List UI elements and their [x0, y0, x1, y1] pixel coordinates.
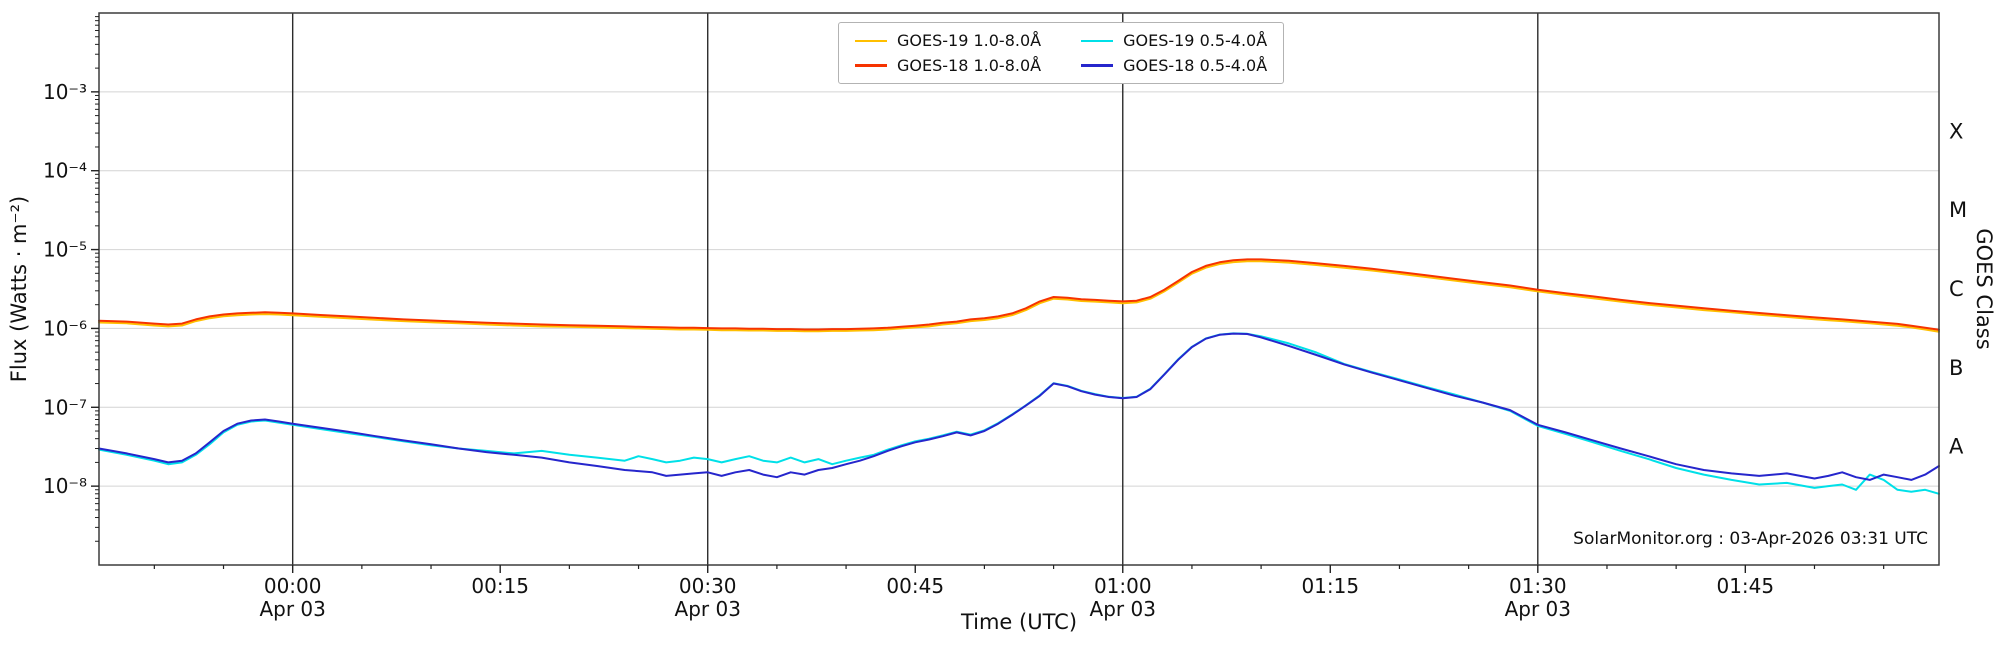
svg-text:Apr 03: Apr 03 [259, 597, 325, 621]
svg-text:Apr 03: Apr 03 [1090, 597, 1156, 621]
svg-text:B: B [1949, 356, 1963, 380]
svg-text:10⁻⁸: 10⁻⁸ [43, 474, 87, 498]
svg-text:10⁻⁶: 10⁻⁶ [43, 316, 87, 340]
legend-item: GOES-18 0.5-4.0Å [1081, 55, 1268, 75]
legend-line-swatch [1081, 64, 1114, 67]
legend-line-swatch [855, 64, 887, 67]
legend-label: GOES-18 1.0-8.0Å [897, 55, 1042, 75]
svg-text:01:00: 01:00 [1094, 574, 1152, 598]
svg-text:00:45: 00:45 [886, 574, 944, 598]
svg-text:Flux (Watts · m⁻²): Flux (Watts · m⁻²) [7, 196, 31, 382]
chart-legend: GOES-19 1.0-8.0Å GOES-18 1.0-8.0Å GOES-19 … [838, 22, 1285, 85]
legend-label: GOES-18 0.5-4.0Å [1123, 55, 1268, 75]
legend-item: GOES-19 1.0-8.0Å [855, 32, 1041, 50]
legend-line-swatch [1081, 39, 1114, 43]
svg-text:01:45: 01:45 [1716, 574, 1774, 598]
svg-text:GOES Class: GOES Class [1972, 228, 1996, 349]
svg-text:10⁻⁷: 10⁻⁷ [43, 395, 87, 419]
legend-item: GOES-19 0.5-4.0Å [1081, 32, 1267, 50]
svg-text:01:15: 01:15 [1301, 574, 1359, 598]
legend-column: GOES-19 0.5-4.0Å GOES-18 0.5-4.0Å [1081, 32, 1267, 74]
legend-column: GOES-19 1.0-8.0Å GOES-18 1.0-8.0Å [855, 32, 1041, 74]
svg-text:00:30: 00:30 [679, 574, 737, 598]
svg-text:10⁻³: 10⁻³ [43, 80, 87, 104]
svg-text:C: C [1949, 277, 1964, 301]
legend-label: GOES-19 1.0-8.0Å [897, 31, 1042, 50]
svg-text:10⁻⁴: 10⁻⁴ [43, 159, 87, 183]
solarmonitor-credit: SolarMonitor.org : 03-Apr-2026 03:31 UTC [1573, 529, 1928, 549]
legend-item: GOES-18 1.0-8.0Å [855, 55, 1042, 75]
svg-text:00:15: 00:15 [471, 574, 529, 598]
svg-text:00:00: 00:00 [264, 574, 322, 598]
svg-text:Time (UTC): Time (UTC) [960, 610, 1077, 634]
svg-text:A: A [1949, 435, 1964, 459]
legend-line-swatch [855, 39, 887, 43]
svg-text:10⁻⁵: 10⁻⁵ [43, 238, 87, 262]
svg-text:Apr 03: Apr 03 [1505, 597, 1571, 621]
svg-text:01:30: 01:30 [1509, 574, 1567, 598]
svg-text:Apr 03: Apr 03 [675, 597, 741, 621]
svg-text:M: M [1949, 198, 1967, 222]
svg-text:X: X [1949, 119, 1963, 143]
legend-label: GOES-19 0.5-4.0Å [1123, 31, 1268, 50]
